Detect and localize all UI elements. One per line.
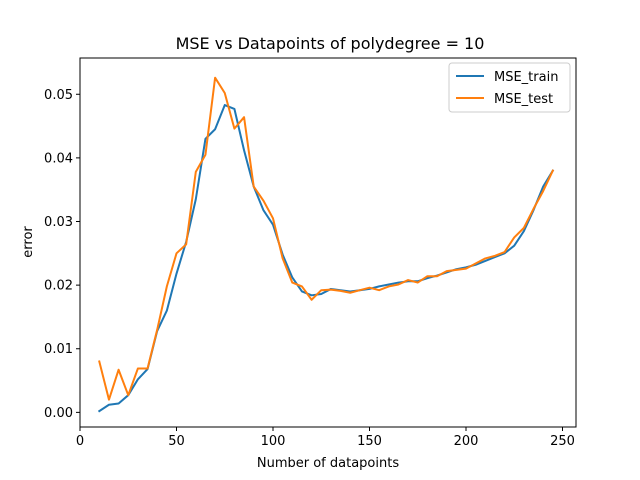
data-point-mse-train [108,404,110,406]
data-point-mse-test [484,257,486,259]
legend-label-mse-test: MSE_test [494,92,553,107]
data-point-mse-test [233,128,235,130]
series-line-mse-train [97,104,555,413]
data-lines [97,76,555,413]
data-point-mse-train [204,138,206,140]
legend-label-mse-train: MSE_train [494,70,558,85]
data-point-mse-test [523,227,525,229]
x-tick-label: 200 [454,434,479,449]
data-point-mse-test [262,200,264,202]
data-point-mse-test [504,251,506,253]
data-point-mse-test [272,217,274,219]
x-tick-label: 250 [550,434,575,449]
data-point-mse-test [552,170,554,172]
data-point-mse-test [166,285,168,287]
data-point-mse-test [137,367,139,369]
y-axis-ticks: 0.00 0.01 0.02 0.03 0.04 0.05 [44,88,80,421]
data-point-mse-test [108,399,110,401]
data-point-mse-test [156,329,158,331]
data-point-mse-test [349,292,351,294]
data-point-mse-test [147,367,149,369]
data-point-mse-test [282,257,284,259]
data-point-mse-test [533,208,535,210]
x-tick-label: 100 [261,434,286,449]
data-point-mse-train [513,245,515,247]
data-point-mse-test [359,289,361,291]
data-point-mse-train [137,378,139,380]
data-point-mse-test [253,186,255,188]
data-point-mse-test [465,268,467,270]
data-point-mse-train [243,149,245,151]
data-point-mse-test [291,282,293,284]
data-point-mse-train [195,198,197,200]
y-tick-label: 0.01 [44,342,73,357]
y-tick-label: 0.04 [44,151,73,166]
data-point-mse-test [436,275,438,277]
chart-title: MSE vs Datapoints of polydegree = 10 [176,34,485,53]
data-point-mse-train [224,104,226,106]
data-point-mse-test [340,290,342,292]
data-point-mse-train [262,209,264,211]
y-tick-label: 0.00 [44,406,73,421]
series-line-mse-test [98,76,555,401]
data-point-mse-train [214,128,216,130]
plot-area-frame [79,57,577,428]
data-point-mse-test [243,116,245,118]
data-point-mse-test [330,289,332,291]
data-point-mse-test [475,262,477,264]
data-point-mse-train [301,290,303,292]
data-point-mse-test [455,269,457,271]
data-point-mse-train [166,310,168,312]
y-axis-label: error [21,226,36,258]
data-point-mse-test [195,171,197,173]
data-point-mse-train [311,294,313,296]
y-tick-label: 0.02 [44,279,73,294]
x-axis-label: Number of datapoints [257,456,399,471]
data-point-mse-test [214,77,216,79]
data-point-mse-train [98,410,100,412]
data-point-mse-test [311,299,313,301]
data-point-mse-train [484,260,486,262]
data-point-mse-test [388,285,390,287]
data-point-mse-test [446,270,448,272]
x-tick-label: 0 [76,434,84,449]
data-point-mse-test [185,243,187,245]
data-point-mse-test [494,255,496,257]
data-point-mse-train [523,230,525,232]
data-point-mse-train [388,283,390,285]
data-point-mse-test [118,369,120,371]
data-point-mse-test [98,360,100,362]
data-point-mse-train [320,293,322,295]
x-tick-label: 50 [168,434,185,449]
legend: MSE_train MSE_test [448,62,571,113]
data-point-mse-test [426,275,428,277]
data-point-mse-test [542,190,544,192]
data-point-mse-test [320,289,322,291]
data-point-mse-train [176,273,178,275]
data-point-mse-test [417,282,419,284]
x-axis-ticks: 0 50 100 150 200 250 [76,427,575,449]
data-point-mse-test [224,92,226,94]
data-point-mse-test [378,289,380,291]
data-point-mse-test [368,287,370,289]
data-point-mse-test [176,252,178,254]
data-point-mse-test [513,236,515,238]
data-point-mse-train [118,402,120,404]
x-tick-label: 150 [357,434,382,449]
data-point-mse-test [397,283,399,285]
y-tick-label: 0.05 [44,88,73,103]
data-point-mse-train [233,108,235,110]
data-point-mse-test [204,154,206,156]
y-tick-label: 0.03 [44,215,73,230]
data-point-mse-train [378,285,380,287]
data-point-mse-test [407,279,409,281]
data-point-mse-test [127,394,129,396]
data-point-mse-test [301,285,303,287]
